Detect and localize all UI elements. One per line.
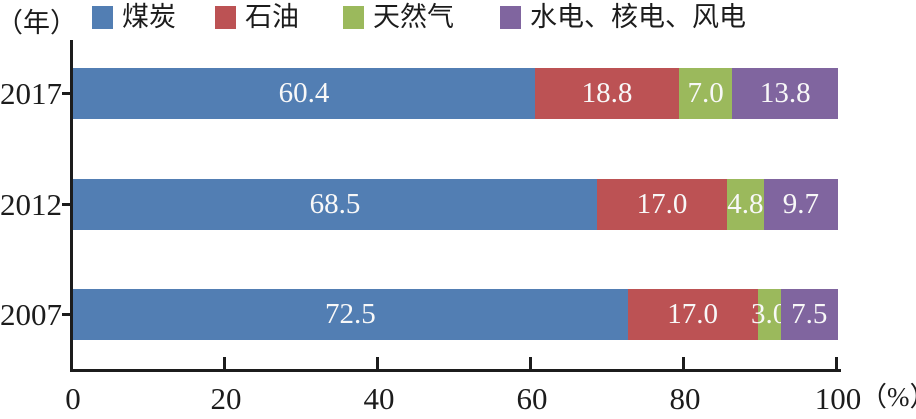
legend-swatch-hydro-nuclear-wind (500, 5, 521, 29)
x-axis-tick-label-100: 100 (814, 381, 862, 416)
x-axis-tick-100 (835, 357, 838, 369)
bar-value-natural-gas-2017: 7.0 (687, 77, 724, 109)
bar-value-oil-2017: 18.8 (581, 77, 633, 109)
x-axis-tick-60 (529, 357, 532, 369)
x-axis (70, 369, 841, 372)
x-axis-tick-label-0: 0 (65, 381, 81, 416)
x-axis-tick-20 (223, 357, 226, 369)
legend-swatch-coal (92, 5, 113, 29)
x-axis-tick-label-40: 40 (363, 381, 395, 416)
bar-segment-oil-2007: 17.0 (627, 289, 758, 340)
y-axis-tick-2007 (62, 313, 70, 316)
legend-item-hydro-nuclear-wind: 水电、核电、风电 (500, 2, 746, 32)
legend-item-oil: 石油 (215, 2, 299, 32)
bar-segment-natural-gas-2017: 7.0 (678, 68, 733, 119)
bar-value-coal-2017: 60.4 (278, 77, 330, 109)
bar-row-2017: 60.4 18.8 7.0 13.8 (73, 68, 838, 119)
bar-segment-natural-gas-2012: 4.8 (727, 179, 764, 230)
x-axis-unit-label: （%） (860, 382, 916, 412)
x-axis-tick-40 (376, 357, 379, 369)
bar-segment-oil-2012: 17.0 (597, 179, 728, 230)
bar-segment-natural-gas-2007: 3.0 (751, 289, 787, 340)
bar-value-hydro-nuclear-wind-2007: 7.5 (791, 298, 828, 330)
legend-item-natural-gas: 天然气 (343, 2, 454, 32)
bar-value-hydro-nuclear-wind-2012: 9.7 (782, 188, 819, 220)
bar-segment-hydro-nuclear-wind-2007: 7.5 (780, 289, 838, 340)
year-label-2017: 2017 (0, 76, 62, 111)
y-axis-tick-2017 (62, 92, 70, 95)
bar-segment-coal-2012: 68.5 (73, 179, 598, 230)
bar-row-2012: 68.5 17.0 4.8 9.7 (73, 179, 838, 230)
bar-value-coal-2012: 68.5 (309, 188, 361, 220)
x-axis-tick-80 (682, 357, 685, 369)
legend-label-natural-gas: 天然气 (373, 2, 454, 32)
legend-label-oil: 石油 (245, 2, 299, 32)
y-axis (70, 40, 73, 372)
legend-label-hydro-nuclear-wind: 水电、核电、风电 (530, 2, 746, 32)
bar-value-oil-2012: 17.0 (636, 188, 688, 220)
bar-row-2007: 72.5 17.0 3.0 7.5 (73, 289, 838, 340)
x-axis-tick-label-20: 20 (210, 381, 242, 416)
bar-segment-coal-2017: 60.4 (73, 68, 536, 119)
y-axis-tick-2012 (62, 203, 70, 206)
legend-swatch-oil (215, 5, 236, 29)
bar-segment-coal-2007: 72.5 (73, 289, 628, 340)
y-axis-unit-label: （年） (0, 8, 77, 38)
legend: （年） 煤炭 石油 天然气 水电、核电、风电 (0, 0, 916, 38)
bar-segment-hydro-nuclear-wind-2012: 9.7 (763, 179, 838, 230)
year-label-2012: 2012 (0, 187, 62, 222)
bar-value-hydro-nuclear-wind-2017: 13.8 (759, 77, 811, 109)
x-axis-tick-label-80: 80 (669, 381, 701, 416)
bar-value-coal-2007: 72.5 (324, 298, 376, 330)
x-axis-tick-label-60: 60 (516, 381, 548, 416)
bar-segment-hydro-nuclear-wind-2017: 13.8 (732, 68, 838, 119)
legend-swatch-natural-gas (343, 5, 364, 29)
bar-segment-oil-2017: 18.8 (535, 68, 679, 119)
year-label-2007: 2007 (0, 297, 62, 332)
legend-label-coal: 煤炭 (122, 2, 176, 32)
bar-value-natural-gas-2012: 4.8 (727, 188, 764, 220)
legend-item-coal: 煤炭 (92, 2, 176, 32)
bar-value-oil-2007: 17.0 (667, 298, 719, 330)
